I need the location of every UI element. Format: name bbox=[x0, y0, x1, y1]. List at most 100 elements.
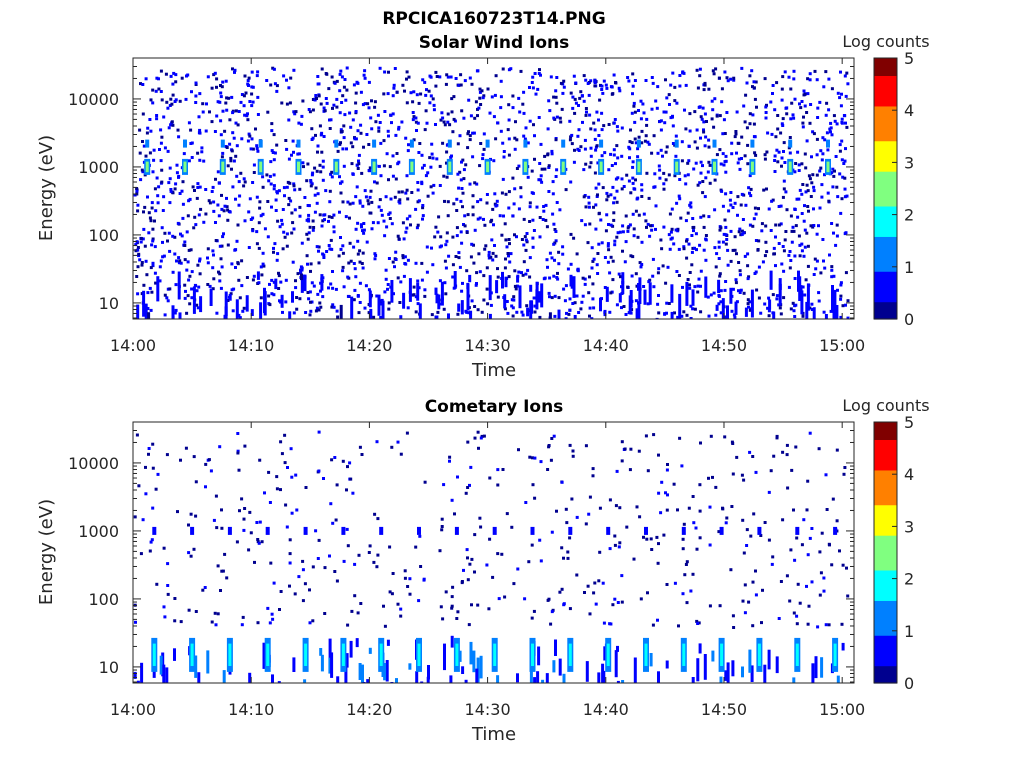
heatmap-cell bbox=[513, 187, 517, 191]
heatmap-cell bbox=[791, 301, 795, 305]
heatmap-cell bbox=[414, 261, 418, 265]
heatmap-cell bbox=[400, 120, 404, 124]
heatmap-cell bbox=[615, 189, 619, 193]
heatmap-cell bbox=[729, 568, 733, 572]
heatmap-cell bbox=[513, 136, 517, 140]
heatmap-cell bbox=[220, 569, 224, 573]
heatmap-cell bbox=[439, 118, 443, 122]
heatmap-cell bbox=[351, 145, 355, 149]
heatmap-cell bbox=[597, 579, 601, 583]
heatmap-cell bbox=[517, 96, 521, 100]
heatmap-cell bbox=[151, 506, 155, 510]
heatmap-cell bbox=[509, 67, 513, 71]
heatmap-cell bbox=[204, 212, 208, 216]
burst-secondary bbox=[152, 526, 157, 535]
heatmap-cell bbox=[155, 176, 159, 180]
heatmap-cell bbox=[339, 130, 343, 134]
colorbar-segment bbox=[874, 292, 897, 298]
heatmap-cell bbox=[582, 168, 586, 172]
heatmap-cell bbox=[515, 138, 519, 142]
heatmap-cell bbox=[359, 223, 363, 227]
heatmap-cell bbox=[416, 188, 420, 192]
heatmap-cell bbox=[243, 74, 247, 78]
heatmap-cell bbox=[742, 551, 746, 555]
heatmap-cell bbox=[745, 528, 749, 532]
heatmap-cell bbox=[712, 291, 716, 295]
heatmap-cell bbox=[747, 600, 751, 604]
heatmap-cell bbox=[383, 290, 387, 294]
heatmap-cell bbox=[250, 137, 254, 141]
heatmap-cell bbox=[726, 662, 730, 683]
heatmap-cell bbox=[579, 145, 583, 149]
heatmap-cell bbox=[466, 556, 469, 560]
heatmap-cell bbox=[468, 562, 472, 566]
heatmap-cell bbox=[376, 517, 380, 521]
heatmap-cell bbox=[482, 132, 486, 136]
heatmap-cell bbox=[504, 257, 507, 261]
heatmap-cell bbox=[642, 111, 646, 115]
heatmap-cell bbox=[495, 199, 499, 203]
heatmap-cell bbox=[533, 157, 536, 161]
heatmap-cell bbox=[767, 309, 771, 313]
heatmap-cell bbox=[825, 508, 829, 511]
colorbar-segment bbox=[874, 258, 897, 264]
heatmap-cell bbox=[551, 180, 555, 184]
heatmap-cell bbox=[706, 295, 710, 299]
heatmap-cell bbox=[730, 440, 734, 444]
heatmap-cell bbox=[308, 621, 312, 625]
heatmap-cell bbox=[607, 168, 611, 172]
heatmap-cell bbox=[607, 248, 611, 252]
heatmap-cell bbox=[649, 537, 653, 541]
x-tick-label: 14:30 bbox=[465, 700, 511, 719]
heatmap-cell bbox=[175, 171, 179, 175]
heatmap-cell bbox=[188, 302, 192, 306]
heatmap-cell bbox=[134, 620, 137, 624]
heatmap-cell bbox=[667, 302, 671, 305]
heatmap-cell bbox=[742, 291, 746, 295]
heatmap-cell bbox=[802, 219, 806, 223]
heatmap-cell bbox=[147, 312, 151, 319]
heatmap-cell bbox=[747, 305, 750, 309]
heatmap-cell bbox=[614, 162, 617, 166]
heatmap-cell bbox=[173, 235, 177, 239]
heatmap-cell bbox=[220, 207, 224, 211]
heatmap-cell bbox=[846, 82, 850, 86]
heatmap-cell bbox=[538, 68, 541, 72]
heatmap-cell bbox=[681, 285, 684, 289]
heatmap-cell bbox=[375, 565, 379, 569]
burst-secondary bbox=[523, 139, 528, 148]
heatmap-cell bbox=[467, 98, 471, 102]
heatmap-cell bbox=[161, 209, 165, 212]
heatmap-cell bbox=[722, 118, 726, 122]
heatmap-cell bbox=[368, 544, 372, 548]
heatmap-cell bbox=[451, 275, 455, 279]
heatmap-cell bbox=[509, 252, 513, 256]
colorbar-segment bbox=[874, 114, 897, 120]
heatmap-cell bbox=[444, 266, 448, 270]
heatmap-cell bbox=[283, 194, 286, 198]
heatmap-cell bbox=[418, 534, 422, 538]
heatmap-cell bbox=[454, 255, 458, 258]
heatmap-cell bbox=[470, 557, 474, 561]
heatmap-cell bbox=[311, 219, 315, 223]
heatmap-cell bbox=[416, 282, 420, 301]
heatmap-cell bbox=[810, 302, 814, 306]
heatmap-cell bbox=[662, 533, 666, 537]
heatmap-cell bbox=[707, 138, 711, 142]
heatmap-cell bbox=[236, 432, 240, 435]
heatmap-cell bbox=[720, 189, 724, 193]
heatmap-cell bbox=[633, 110, 637, 114]
heatmap-cell bbox=[575, 252, 579, 256]
heatmap-cell bbox=[531, 456, 534, 460]
heatmap-cell bbox=[497, 597, 501, 601]
heatmap-cell bbox=[688, 203, 692, 207]
heatmap-cell bbox=[333, 456, 337, 459]
heatmap-cell bbox=[491, 251, 495, 255]
heatmap-cell bbox=[478, 87, 482, 91]
heatmap-cell bbox=[637, 213, 641, 217]
heatmap-cell bbox=[743, 154, 747, 158]
heatmap-cell bbox=[639, 265, 643, 269]
heatmap-cell bbox=[495, 203, 499, 207]
colorbar-segment bbox=[874, 279, 897, 285]
heatmap-cell bbox=[618, 230, 622, 234]
